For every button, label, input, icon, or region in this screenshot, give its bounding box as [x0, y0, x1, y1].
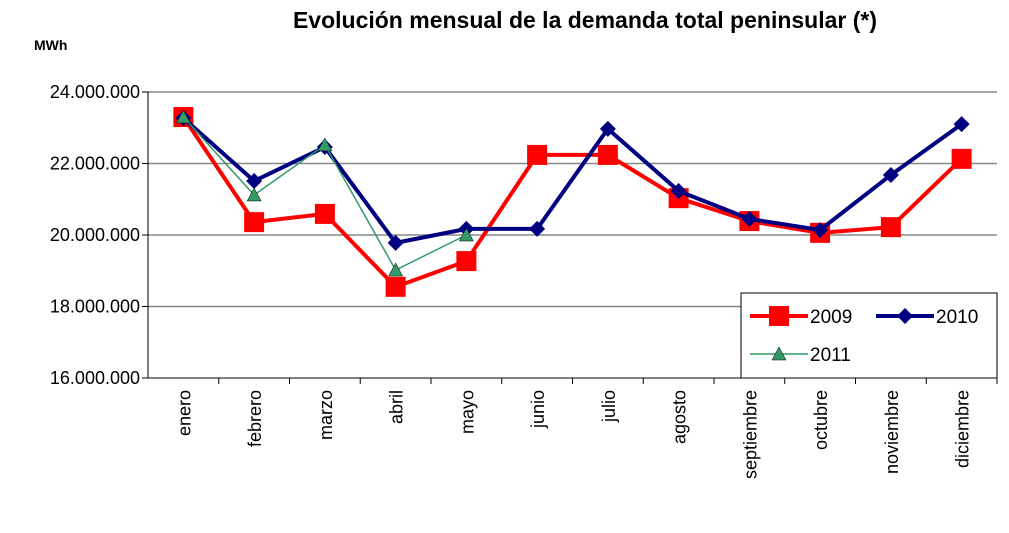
legend-marker — [897, 308, 913, 324]
x-tick-label: julio — [599, 390, 619, 423]
point — [812, 221, 829, 238]
x-tick-label: diciembre — [953, 390, 973, 468]
y-tick-label: 16.000.000 — [50, 368, 140, 388]
y-axis-label: MWh — [34, 37, 67, 53]
x-tick-label: noviembre — [882, 390, 902, 474]
legend-marker — [771, 346, 787, 361]
point — [880, 217, 901, 238]
point — [953, 116, 970, 133]
legend-label: 2010 — [936, 307, 978, 328]
series-line — [182, 116, 963, 246]
point — [387, 234, 404, 251]
x-tick-label: abril — [387, 390, 407, 424]
x-tick-label: septiembre — [740, 390, 760, 479]
point — [458, 227, 474, 242]
x-tick-label: octubre — [811, 390, 831, 450]
x-tick-label: marzo — [316, 390, 336, 440]
point — [246, 173, 263, 190]
point — [246, 187, 262, 202]
point — [314, 203, 335, 224]
series-line — [181, 115, 964, 290]
point — [527, 144, 548, 165]
point — [175, 109, 191, 124]
y-tick-label: 18.000.000 — [50, 297, 140, 317]
legend-box — [740, 292, 998, 379]
x-tick-label: agosto — [670, 390, 690, 444]
chart-title: Evolución mensual de la demanda total pe… — [293, 7, 877, 33]
legend-label: 2009 — [810, 307, 852, 328]
legend-label: 2011 — [810, 345, 851, 366]
x-tick-label: mayo — [457, 390, 477, 434]
y-tick-label: 22.000.000 — [50, 154, 140, 174]
point — [529, 220, 546, 237]
point — [388, 262, 404, 277]
point — [741, 210, 758, 227]
y-tick-label: 24.000.000 — [50, 82, 140, 102]
point — [670, 183, 687, 200]
point — [882, 166, 899, 183]
legend: 2009 2010 2011 — [740, 292, 998, 379]
x-tick-label: enero — [174, 390, 194, 436]
y-tick-label: 20.000.000 — [50, 225, 140, 245]
point — [599, 120, 616, 137]
point — [951, 148, 972, 169]
x-tick-label: junio — [528, 390, 548, 429]
point — [385, 276, 406, 297]
point — [317, 137, 333, 152]
point — [456, 251, 477, 272]
legend-marker — [769, 306, 789, 326]
point — [597, 144, 618, 165]
point — [244, 212, 265, 233]
x-tick-label: febrero — [245, 390, 265, 447]
